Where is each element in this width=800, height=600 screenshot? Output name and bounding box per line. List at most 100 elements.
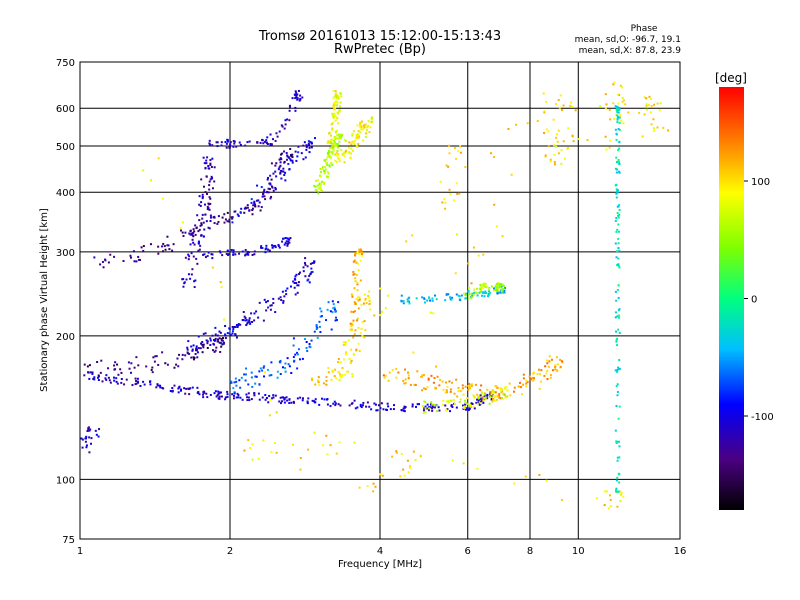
data-point (279, 169, 282, 172)
data-point (267, 191, 270, 194)
data-point (645, 104, 648, 107)
data-point (380, 402, 383, 405)
data-point (216, 141, 219, 144)
data-point (203, 185, 206, 188)
data-point (314, 185, 317, 188)
data-point (261, 396, 264, 399)
data-point (253, 312, 256, 315)
data-point (618, 163, 621, 166)
data-point (315, 324, 318, 327)
data-point (641, 135, 644, 138)
data-point (500, 389, 503, 392)
data-point (350, 359, 353, 362)
data-point (618, 93, 621, 96)
data-point (403, 382, 406, 385)
data-point (316, 326, 319, 329)
data-point (261, 369, 264, 372)
data-point (426, 299, 429, 302)
data-point (295, 96, 298, 99)
data-point (284, 171, 287, 174)
data-point (358, 252, 361, 255)
data-point (662, 126, 665, 129)
data-point (357, 269, 360, 272)
data-point (369, 126, 372, 129)
data-point (500, 288, 503, 291)
data-point (360, 128, 363, 131)
data-point (285, 396, 288, 399)
data-point (617, 170, 620, 173)
data-point (569, 104, 572, 107)
data-point (101, 380, 104, 383)
data-point (291, 161, 294, 164)
data-point (616, 250, 619, 253)
data-point (618, 481, 621, 484)
data-point (455, 182, 458, 185)
data-point (281, 366, 284, 369)
data-point (332, 402, 335, 405)
data-point (490, 285, 493, 288)
data-point (645, 103, 648, 106)
data-point (461, 384, 464, 387)
data-point (259, 246, 262, 249)
data-point (334, 90, 337, 93)
data-point (339, 105, 342, 108)
data-point (120, 381, 123, 384)
data-point (351, 323, 354, 326)
data-point (354, 277, 357, 280)
data-point (156, 384, 159, 387)
data-point (250, 398, 253, 401)
data-point (246, 141, 249, 144)
data-point (209, 339, 212, 342)
data-point (272, 302, 275, 305)
data-point (562, 140, 565, 143)
data-point (362, 128, 365, 131)
data-point (341, 134, 344, 137)
data-point (489, 395, 492, 398)
data-point (616, 394, 619, 397)
data-point (548, 355, 551, 358)
data-point (448, 144, 451, 147)
data-point (343, 155, 346, 158)
data-point (464, 405, 467, 408)
data-point (173, 384, 176, 387)
data-point (617, 284, 620, 287)
data-point (316, 184, 319, 187)
data-point (117, 373, 120, 376)
data-point (439, 180, 442, 183)
data-point (152, 356, 155, 359)
data-point (351, 294, 354, 297)
data-point (609, 118, 612, 121)
data-point (491, 400, 494, 403)
data-point (643, 96, 646, 99)
data-point (229, 333, 232, 336)
data-point (194, 233, 197, 236)
data-point (488, 286, 491, 289)
data-point (253, 319, 256, 322)
data-point (268, 249, 271, 252)
data-point (332, 121, 335, 124)
data-point (477, 399, 480, 402)
data-point (358, 486, 361, 489)
data-point (424, 407, 427, 410)
data-point (411, 234, 414, 237)
data-point (278, 400, 281, 403)
data-point (638, 111, 641, 114)
data-point (331, 144, 334, 147)
data-point (159, 386, 162, 389)
data-point (301, 397, 304, 400)
data-point (617, 440, 620, 443)
data-point (464, 399, 467, 402)
data-point (296, 367, 299, 370)
data-point (617, 472, 620, 475)
data-point (618, 161, 621, 164)
data-point (244, 144, 247, 147)
data-point (622, 122, 625, 125)
data-point (411, 405, 414, 408)
data-point (279, 172, 282, 175)
data-point (289, 158, 292, 161)
data-point (333, 136, 336, 139)
data-point (200, 342, 203, 345)
data-point (232, 253, 235, 256)
data-point (307, 448, 310, 451)
data-point (263, 188, 266, 191)
